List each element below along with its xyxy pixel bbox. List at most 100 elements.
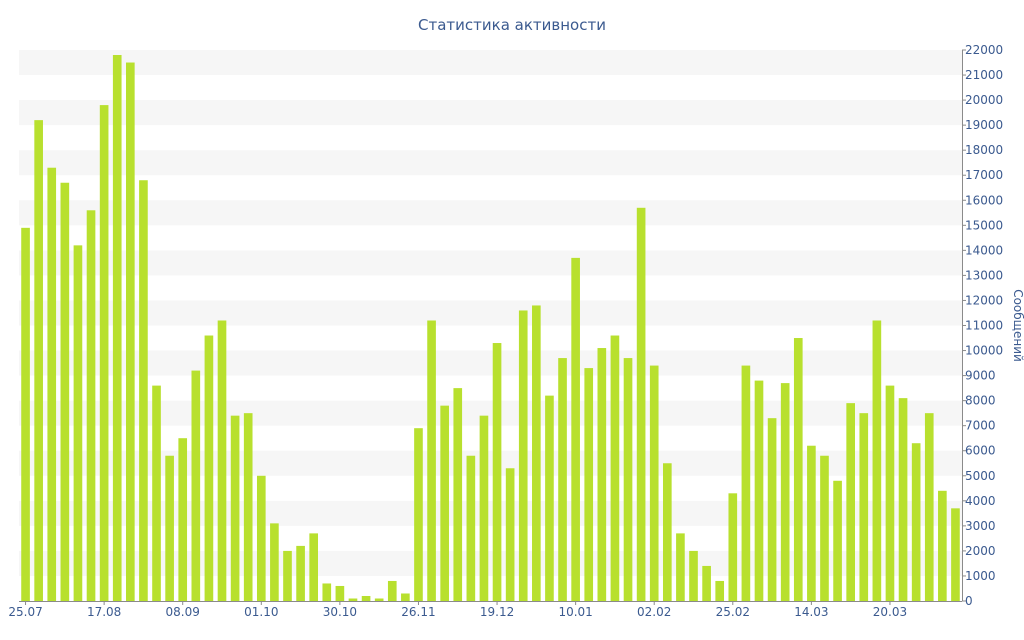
bar	[636, 207, 646, 601]
bar	[401, 593, 410, 601]
bar	[649, 365, 659, 601]
bar	[86, 210, 96, 602]
y-tick-label: 6000	[965, 444, 996, 458]
bar	[309, 533, 319, 601]
y-tick-label: 14000	[965, 243, 1003, 257]
bar	[662, 463, 672, 601]
grid-band	[19, 400, 962, 426]
x-tick-label: 26.11	[401, 605, 435, 619]
bar	[126, 62, 135, 602]
x-tick-label: 01.10	[244, 605, 278, 619]
y-tick-label: 0	[965, 594, 973, 608]
bar	[754, 380, 764, 601]
bar	[584, 368, 594, 601]
grid-band	[19, 450, 962, 476]
bar	[597, 348, 607, 601]
bar	[178, 438, 188, 601]
bar	[820, 455, 829, 601]
bar	[505, 468, 515, 601]
bar	[872, 320, 882, 601]
bar	[492, 343, 502, 601]
bar	[414, 428, 423, 601]
bar	[270, 523, 279, 601]
y-tick-label: 3000	[965, 519, 996, 533]
bar	[466, 455, 476, 601]
bar	[676, 533, 685, 601]
grid-band	[19, 50, 962, 76]
grid-band	[19, 100, 962, 126]
grid-band	[19, 200, 962, 226]
bar	[558, 358, 567, 601]
x-tick-label: 30.10	[323, 605, 357, 619]
x-tick-label: 20.03	[873, 605, 907, 619]
y-tick-label: 11000	[965, 319, 1003, 333]
bar	[715, 580, 725, 601]
bar	[571, 257, 580, 601]
x-tick-label: 14.03	[794, 605, 828, 619]
bar	[545, 395, 554, 601]
bar	[453, 388, 463, 601]
bar	[335, 585, 345, 601]
chart-title: Статистика активности	[418, 16, 606, 34]
bar	[99, 105, 109, 601]
grid-band	[19, 150, 962, 176]
bar	[427, 320, 436, 601]
y-tick-label: 4000	[965, 494, 996, 508]
x-tick-label: 25.07	[8, 605, 42, 619]
bar	[610, 335, 620, 601]
bar	[938, 490, 947, 601]
y-tick-label: 20000	[965, 93, 1003, 107]
bar	[112, 55, 122, 601]
x-tick-label: 10.01	[558, 605, 592, 619]
bar	[767, 418, 777, 601]
bar	[21, 227, 30, 601]
bar	[728, 493, 738, 601]
y-axis-label: Сообщений	[1011, 289, 1024, 362]
bar	[833, 480, 842, 601]
bar	[885, 385, 895, 601]
y-tick-label: 17000	[965, 168, 1003, 182]
bar	[623, 358, 633, 601]
y-tick-label: 13000	[965, 268, 1003, 282]
y-tick-label: 15000	[965, 218, 1003, 232]
bar	[518, 310, 528, 601]
grid-band	[19, 350, 962, 376]
grid-band	[19, 300, 962, 326]
y-tick-label: 22000	[965, 43, 1003, 57]
x-tick-label: 19.12	[480, 605, 514, 619]
bar	[256, 475, 266, 601]
bar	[387, 580, 397, 601]
y-tick-label: 1000	[965, 569, 996, 583]
grid-band	[19, 250, 962, 276]
bar	[361, 595, 371, 601]
y-tick-label: 8000	[965, 394, 996, 408]
x-tick-label: 25.02	[716, 605, 750, 619]
bar	[702, 565, 711, 601]
y-tick-label: 2000	[965, 544, 996, 558]
bar	[859, 413, 869, 601]
bar	[951, 508, 960, 601]
y-tick-label: 21000	[965, 68, 1003, 82]
y-tick-label: 12000	[965, 293, 1003, 307]
bar	[191, 370, 201, 601]
y-tick-label: 19000	[965, 118, 1003, 132]
x-tick-label: 17.08	[87, 605, 121, 619]
bar	[322, 583, 332, 601]
bar	[898, 398, 908, 601]
bar	[780, 383, 790, 601]
bar	[689, 550, 698, 601]
bar	[204, 335, 214, 601]
y-tick-label: 7000	[965, 419, 996, 433]
bar	[165, 455, 174, 601]
x-tick-label: 02.02	[637, 605, 671, 619]
bar	[924, 413, 934, 601]
grid-band	[19, 500, 962, 526]
bar	[34, 120, 43, 602]
bar	[47, 167, 57, 602]
y-tick-label: 16000	[965, 193, 1003, 207]
bar	[217, 320, 227, 601]
bar	[532, 305, 541, 601]
bar	[296, 545, 305, 601]
